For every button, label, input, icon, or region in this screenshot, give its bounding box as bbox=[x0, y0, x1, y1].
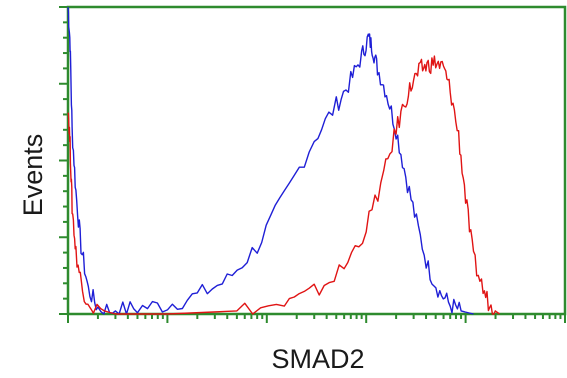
series-group bbox=[67, 7, 501, 315]
series-line-1 bbox=[67, 7, 474, 315]
plot-frame bbox=[66, 5, 567, 316]
y-axis-title: Events bbox=[18, 134, 48, 217]
x-axis-title: SMAD2 bbox=[271, 344, 364, 374]
series-line-2 bbox=[67, 55, 501, 315]
axis-ticks bbox=[59, 6, 566, 323]
